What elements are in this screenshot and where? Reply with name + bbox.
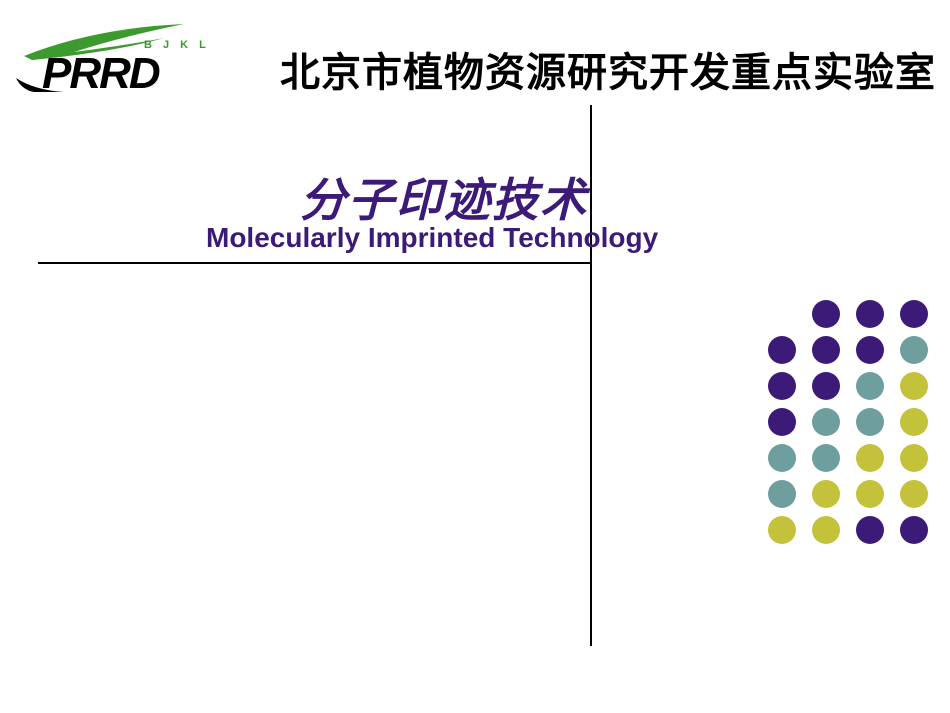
decorative-dot xyxy=(900,444,928,472)
title-english: Molecularly Imprinted Technology xyxy=(206,222,658,254)
decorative-dot xyxy=(900,480,928,508)
decorative-dot xyxy=(900,300,928,328)
decorative-dot xyxy=(768,480,796,508)
decorative-dot xyxy=(856,300,884,328)
slide: B J K L PRRD 北京市植物资源研究开发重点实验室 分子印迹技术 Mol… xyxy=(0,0,950,713)
decorative-dot xyxy=(812,408,840,436)
logo-svg: B J K L PRRD xyxy=(14,18,264,98)
logo-main-text: PRRD xyxy=(42,49,160,98)
decorative-dot xyxy=(900,408,928,436)
decorative-dot xyxy=(812,480,840,508)
decorative-dot xyxy=(856,372,884,400)
org-title: 北京市植物资源研究开发重点实验室 xyxy=(280,40,936,98)
prrd-logo: B J K L PRRD xyxy=(14,18,264,98)
decorative-dot xyxy=(856,408,884,436)
title-chinese: 分子印迹技术 xyxy=(300,164,588,230)
decorative-dot xyxy=(768,516,796,544)
decorative-dot xyxy=(856,444,884,472)
slide-header: B J K L PRRD 北京市植物资源研究开发重点实验室 xyxy=(0,18,950,98)
decorative-dot xyxy=(768,408,796,436)
decorative-dot xyxy=(856,480,884,508)
decorative-dot xyxy=(900,372,928,400)
divider-horizontal xyxy=(38,262,590,264)
decorative-dot xyxy=(900,336,928,364)
decorative-dot xyxy=(812,516,840,544)
decorative-dot xyxy=(812,444,840,472)
decorative-dot xyxy=(900,516,928,544)
decorative-dot xyxy=(812,336,840,364)
decorative-dot xyxy=(812,372,840,400)
decorative-dot xyxy=(812,300,840,328)
decorative-dot xyxy=(768,372,796,400)
divider-vertical xyxy=(590,105,592,646)
decorative-dot xyxy=(856,516,884,544)
decorative-dot xyxy=(768,336,796,364)
decorative-dot xyxy=(856,336,884,364)
decorative-dot xyxy=(768,444,796,472)
